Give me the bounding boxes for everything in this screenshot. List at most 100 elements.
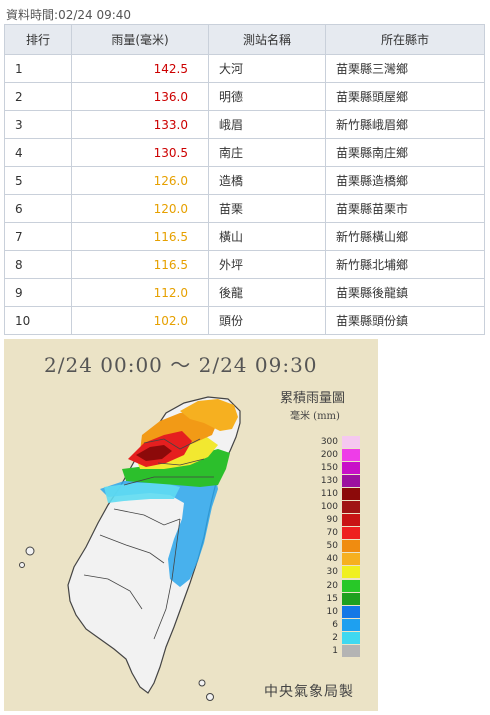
legend-row: 2 (316, 631, 360, 644)
legend-swatch (342, 605, 360, 618)
legend-row: 130 (316, 474, 360, 487)
rank-cell: 6 (4, 194, 72, 223)
legend-row: 70 (316, 527, 360, 540)
legend-row: 10 (316, 605, 360, 618)
rank-cell: 4 (4, 138, 72, 167)
rainfall-cell: 136.0 (71, 82, 209, 111)
legend-swatch (342, 566, 360, 579)
legend-row: 200 (316, 448, 360, 461)
legend-label: 130 (320, 475, 338, 486)
legend-swatch (342, 592, 360, 605)
station-cell: 頭份 (208, 306, 326, 335)
table-row: 6 120.0 苗栗 苗栗縣苗栗市 (4, 194, 485, 223)
station-cell: 造橋 (208, 166, 326, 195)
legend-label: 6 (332, 619, 338, 630)
rank-cell: 1 (4, 54, 72, 83)
county-cell: 苗栗縣後龍鎮 (325, 278, 485, 307)
legend-label: 200 (320, 449, 338, 460)
orchid-island (206, 693, 214, 701)
column-header-rainfall: 雨量(毫米) (71, 24, 209, 55)
data-time-info: 資料時間:02/24 09:40 (6, 8, 132, 22)
column-header-station: 測站名稱 (208, 24, 326, 55)
county-cell: 新竹縣橫山鄉 (325, 222, 485, 251)
legend-row: 40 (316, 553, 360, 566)
rank-cell: 2 (4, 82, 72, 111)
table-row: 10 102.0 頭份 苗栗縣頭份鎮 (4, 306, 485, 335)
legend-row: 20 (316, 579, 360, 592)
legend-label: 15 (326, 593, 338, 604)
legend-label: 150 (320, 462, 338, 473)
rainfall-cell: 133.0 (71, 110, 209, 139)
rainfall-zone-north (180, 399, 238, 431)
legend-swatch (342, 618, 360, 631)
legend-label: 90 (326, 515, 338, 526)
legend-row: 15 (316, 592, 360, 605)
county-cell: 苗栗縣頭份鎮 (325, 306, 485, 335)
column-header-rank: 排行 (4, 24, 72, 55)
legend-swatch (342, 553, 360, 566)
legend-swatch (342, 487, 360, 500)
map-credit: 中央氣象局製 (264, 684, 354, 700)
rank-cell: 8 (4, 250, 72, 279)
table-row: 4 130.5 南庄 苗栗縣南庄鄉 (4, 138, 485, 167)
legend-row: 150 (316, 461, 360, 474)
county-cell: 新竹縣峨眉鄉 (325, 110, 485, 139)
rank-cell: 3 (4, 110, 72, 139)
legend-unit: 毫米 (mm) (290, 411, 340, 422)
legend-label: 70 (326, 528, 338, 539)
legend-label: 100 (320, 502, 338, 513)
station-cell: 明德 (208, 82, 326, 111)
rainfall-zone-blue (100, 479, 218, 587)
legend-label: 1 (332, 646, 338, 657)
legend-row: 50 (316, 540, 360, 553)
legend-swatch (342, 540, 360, 553)
rainfall-cell: 130.5 (71, 138, 209, 167)
county-cell: 苗栗縣造橋鄉 (325, 166, 485, 195)
legend-swatch (342, 435, 360, 448)
table-row: 8 116.5 外坪 新竹縣北埔鄉 (4, 250, 485, 279)
table-body: 1 142.5 大河 苗栗縣三灣鄉 2 136.0 明德 苗栗縣頭屋鄉 3 133.0 峨眉 新竹縣峨… (4, 54, 485, 335)
legend-swatch (342, 474, 360, 487)
rainfall-ranking-table: 排行 雨量(毫米) 測站名稱 所在縣市 1 142.5 大河 苗栗縣三灣鄉 2 136.0… (4, 24, 485, 335)
county-cell: 新竹縣北埔鄉 (325, 250, 485, 279)
legend-label: 2 (332, 632, 338, 643)
legend-swatch (342, 527, 360, 540)
legend-swatch (342, 501, 360, 514)
legend-row: 300 (316, 435, 360, 448)
station-cell: 南庄 (208, 138, 326, 167)
taiwan-map-graphic (19, 396, 241, 701)
table-row: 2 136.0 明德 苗栗縣頭屋鄉 (4, 82, 485, 111)
legend-swatch (342, 514, 360, 527)
station-cell: 大河 (208, 54, 326, 83)
rank-cell: 7 (4, 222, 72, 251)
county-cell: 苗栗縣苗栗市 (325, 194, 485, 223)
legend-label: 30 (326, 567, 338, 578)
legend-row: 6 (316, 618, 360, 631)
station-cell: 苗栗 (208, 194, 326, 223)
table-row: 1 142.5 大河 苗栗縣三灣鄉 (4, 54, 485, 83)
green-island (198, 679, 206, 687)
legend-label: 50 (326, 541, 338, 552)
penghu-islet (19, 562, 25, 568)
rainfall-zone-cyan (104, 483, 180, 503)
data-time-label: 資料時間 (6, 8, 55, 22)
legend-title: 累積雨量圖 (280, 391, 346, 406)
rank-cell: 5 (4, 166, 72, 195)
station-cell: 後龍 (208, 278, 326, 307)
legend-swatch (342, 579, 360, 592)
legend-swatch (342, 631, 360, 644)
column-header-county: 所在縣市 (325, 24, 485, 55)
rainfall-zone-darkred (136, 445, 172, 461)
accumulated-rainfall-map: 2/24 00:00 ～ 2/24 09:30 累積雨量圖 毫米 (mm) 30… (4, 339, 378, 711)
rank-cell: 10 (4, 306, 72, 335)
table-row: 9 112.0 後龍 苗栗縣後龍鎮 (4, 278, 485, 307)
county-boundaries (83, 438, 214, 640)
legend-label: 20 (326, 580, 338, 591)
rank-cell: 9 (4, 278, 72, 307)
legend-label: 10 (326, 606, 338, 617)
county-cell: 苗栗縣頭屋鄉 (325, 82, 485, 111)
rainfall-cell: 116.5 (71, 222, 209, 251)
rainfall-legend: 300 200 150 130 110 100 90 70 50 40 30 20 15 10 6 2 1 (316, 435, 360, 658)
table-row: 3 133.0 峨眉 新竹縣峨眉鄉 (4, 110, 485, 139)
legend-row: 1 (316, 645, 360, 658)
